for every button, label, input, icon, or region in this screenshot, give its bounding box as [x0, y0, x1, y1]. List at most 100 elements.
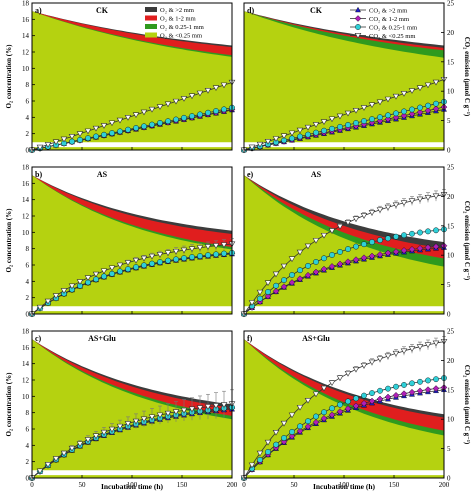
co2-point-r025_1	[361, 392, 367, 399]
legend-marker	[355, 6, 361, 13]
right-tick-label: 20	[447, 193, 455, 201]
co2-point-r1_2	[288, 279, 296, 286]
co2-point-r025_1	[109, 270, 115, 277]
panel-label: b)	[35, 170, 42, 179]
co2-point-lt025	[132, 112, 140, 119]
co2-point-lt025	[100, 429, 108, 436]
co2-point-r025_1	[425, 228, 431, 235]
co2-point-lt025	[264, 139, 272, 145]
co2-point-lt025	[296, 127, 304, 134]
co2-point-r025_1	[337, 123, 343, 130]
left-tick-label: 8	[26, 245, 30, 253]
o2-area-lt025	[244, 339, 444, 478]
co2-point-r025_1	[165, 118, 171, 125]
left-tick-label: 14	[22, 196, 30, 204]
co2-point-lt025	[116, 262, 124, 269]
y-axis-title-left: O₂ concentration (%)	[5, 372, 13, 437]
co2-point-lt025	[132, 257, 140, 264]
x-tick-label: 100	[127, 481, 138, 489]
x-tick-label: 50	[79, 481, 87, 489]
co2-point-lt025	[256, 450, 264, 457]
co2-point-r025_1	[125, 266, 131, 273]
x-tick-label: 50	[291, 481, 299, 489]
co2-point-lt025	[76, 131, 84, 137]
co2-point-lt025	[320, 232, 328, 239]
co2-point-r025_1	[265, 449, 271, 455]
co2-point-r025_1	[377, 237, 383, 244]
co2-point-lt025	[212, 85, 220, 91]
x-tick-label: 0	[30, 481, 34, 489]
co2-point-lt025	[180, 96, 188, 102]
co2-point-lt025	[416, 196, 424, 203]
co2-point-lt025	[76, 279, 84, 285]
co2-point-r1_2	[416, 245, 424, 252]
legend-label: O₂ & 0.25-1 mm	[160, 24, 204, 31]
co2-point-lt025	[60, 136, 68, 143]
left-tick-label: 10	[22, 65, 30, 73]
co2-point-lt025	[328, 228, 336, 234]
left-tick-label: 2	[26, 458, 30, 466]
co2-point-r1_2	[432, 385, 440, 392]
co2-point-r025_1	[337, 401, 343, 408]
co2-point-r1_2	[344, 405, 352, 412]
co2-point-r1_2	[312, 419, 320, 426]
panel-a: 0 2 4 6 8 10 12 14 16 18 a) CK	[22, 0, 236, 155]
co2-point-lt025	[360, 363, 368, 369]
co2-point-lt025	[212, 403, 220, 409]
co2-point-r025_1	[345, 246, 351, 253]
co2-point-r025_1	[125, 126, 131, 133]
right-tick-label: 10	[447, 252, 455, 260]
co2-point-lt025	[180, 407, 188, 414]
co2-point-lt025	[84, 275, 92, 282]
co2-point-lt025	[60, 288, 68, 294]
right-tick-label: 15	[447, 222, 455, 230]
co2-point-lt025	[44, 142, 52, 148]
co2-point-lt025	[400, 200, 408, 207]
axis-break-band	[244, 142, 444, 148]
left-tick-label: 10	[22, 229, 30, 237]
co2-point-lt025	[124, 115, 132, 121]
co2-point-lt025	[400, 91, 408, 97]
co2-point-lt025	[172, 98, 180, 105]
co2-point-r1_2	[304, 271, 312, 279]
co2-point-r025_1	[165, 257, 171, 264]
co2-point-r1_2	[384, 393, 392, 401]
co2-point-lt025	[328, 380, 336, 387]
right-tick-label: 10	[447, 88, 455, 96]
left-tick-label: 12	[22, 49, 30, 57]
co2-point-r025_1	[281, 277, 287, 284]
legend-label: O₂ & <0.25 mm	[160, 33, 202, 40]
co2-point-r1_2	[376, 251, 384, 258]
co2-point-r025_1	[149, 260, 155, 267]
co2-point-lt025	[132, 418, 140, 425]
co2-point-r1_2	[424, 386, 432, 393]
co2-point-r025_1	[205, 252, 211, 259]
co2-point-lt025	[108, 426, 116, 433]
co2-point-lt025	[296, 249, 304, 256]
co2-point-lt025	[272, 271, 280, 278]
y-axis-title-left: O₂ concentration (%)	[5, 208, 13, 273]
co2-point-lt025	[36, 304, 44, 311]
co2-point-lt025	[156, 412, 164, 419]
co2-point-r025_1	[329, 125, 335, 132]
left-tick-label: 0	[26, 147, 30, 155]
co2-point-r025_1	[305, 418, 311, 425]
co2-point-lt025	[92, 271, 100, 278]
left-tick-label: 10	[22, 393, 30, 401]
y-axis-title-left: O₂ concentration (%)	[5, 44, 13, 109]
co2-point-lt025	[156, 252, 164, 258]
co2-point-lt025	[52, 293, 60, 299]
co2-point-r1_2	[320, 415, 328, 422]
co2-point-lt025	[212, 243, 220, 249]
co2-point-r025_1	[257, 456, 263, 463]
co2-point-lt025	[280, 133, 288, 140]
co2-point-lt025	[204, 87, 212, 94]
co2-point-r025_1	[385, 112, 391, 119]
left-tick-label: 12	[22, 213, 30, 221]
left-tick-label: 18	[22, 328, 30, 336]
co2-point-lt025	[336, 223, 344, 230]
co2-point-r025_1	[353, 120, 359, 126]
co2-point-r1_2	[360, 400, 368, 407]
co2-point-lt025	[392, 93, 400, 100]
